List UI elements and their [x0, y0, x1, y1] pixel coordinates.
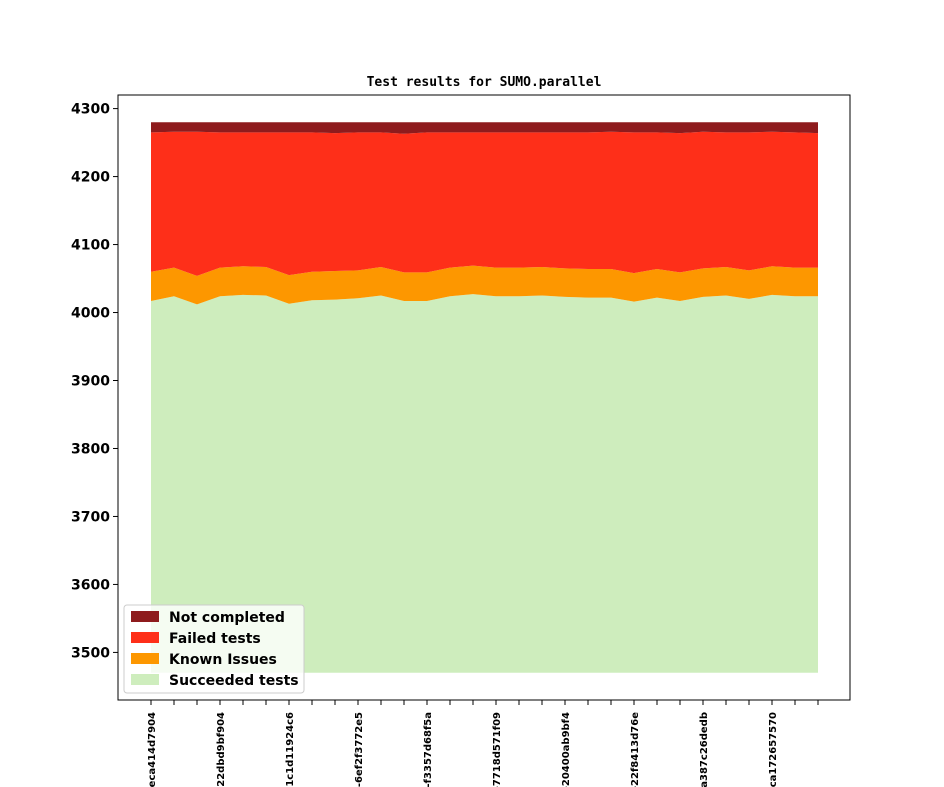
legend-label: Known Issues	[169, 652, 277, 668]
x-tick-label: -22f8413d76e	[630, 712, 641, 787]
y-tick-label: 4000	[71, 306, 110, 322]
legend-swatch	[131, 611, 159, 622]
y-tick-label: 4300	[71, 102, 110, 118]
y-tick-label: 3600	[71, 577, 110, 593]
area-failed-tests	[151, 131, 818, 276]
legend-box	[123, 604, 305, 694]
plot-frame	[117, 94, 851, 701]
x-axis: -eca414d7904 -22dbd9bf904 -1c1d11924c6 -6ef…	[147, 700, 819, 787]
x-tick-label: -7718d571f09	[492, 712, 503, 787]
y-tick-label: 3500	[71, 645, 110, 661]
legend-swatch	[131, 632, 159, 643]
area-succeeded-tests	[151, 294, 818, 673]
x-tick-label: -22dbd9bf904	[216, 712, 227, 787]
y-tick-label: 3900	[71, 374, 110, 390]
legend: Not completed Failed tests Known Issues Suc…	[123, 604, 305, 694]
x-tick-label: -6ef2f3772e5	[354, 712, 365, 787]
x-tick-label: -20400ab9bf4	[561, 712, 572, 787]
area-known-issues	[151, 265, 818, 305]
area-not-completed	[151, 122, 818, 134]
legend-swatch	[131, 653, 159, 664]
area-layers	[151, 122, 818, 673]
x-tick-label: -f3357d68f5a	[423, 712, 434, 787]
y-tick-label: 4200	[71, 170, 110, 186]
chart-title: Test results for SUMO.parallel	[367, 75, 602, 90]
x-tick-label: -ca172657570	[768, 712, 779, 787]
y-tick-label: 3800	[71, 441, 110, 457]
legend-swatch	[131, 674, 159, 685]
y-tick-label: 4100	[71, 238, 110, 254]
y-tick-label: 3700	[71, 509, 110, 525]
legend-label: Failed tests	[169, 631, 261, 647]
x-tick-label: -1c1d11924c6	[285, 712, 296, 787]
x-tick-label: -eca414d7904	[147, 712, 158, 787]
legend-label: Not completed	[169, 610, 285, 626]
x-tick-label: a387c26dedb	[699, 712, 710, 787]
legend-label: Succeeded tests	[169, 673, 299, 689]
y-axis: 3500 3600 3700 3800 3900 4000 4100 4200 4300	[71, 102, 118, 661]
